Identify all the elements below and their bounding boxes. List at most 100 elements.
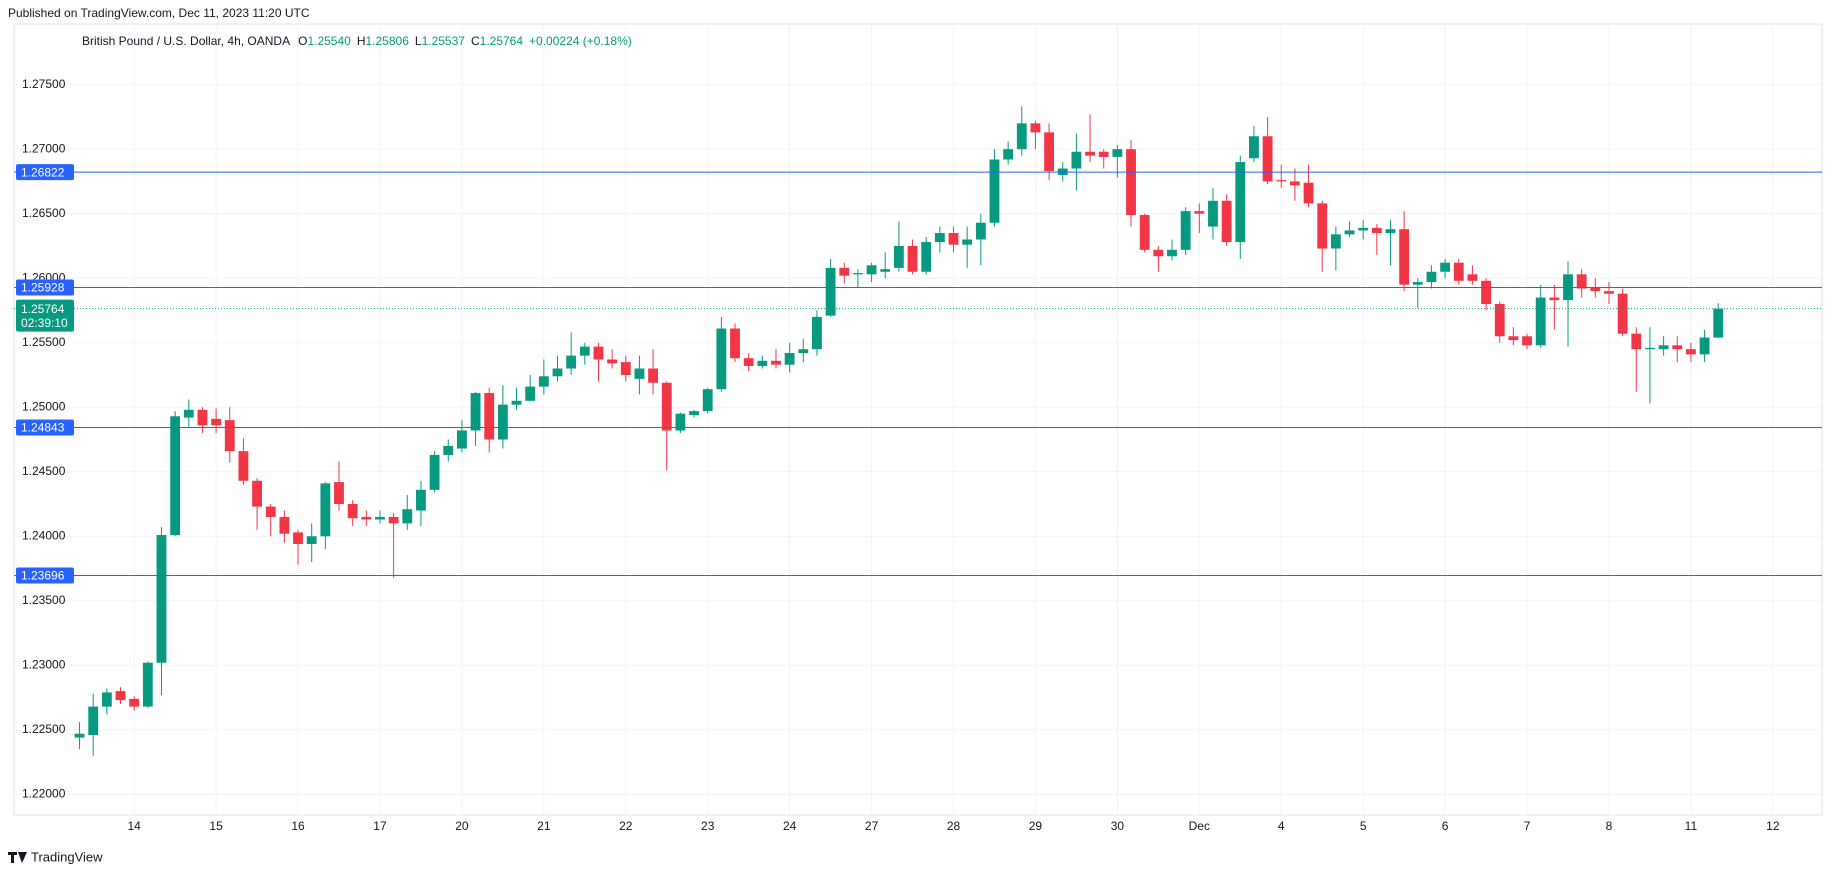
legend-value: 1.25806 (366, 34, 410, 48)
candle-body (375, 516, 385, 520)
candle-body (852, 273, 863, 275)
candle-body (1385, 229, 1396, 234)
candle-body (429, 454, 440, 490)
candle-body (1494, 304, 1505, 337)
x-tick-label: 5 (1360, 819, 1367, 833)
candle-body (1208, 200, 1218, 227)
candle-body (839, 267, 850, 276)
candle-body (347, 504, 358, 519)
candle-body (388, 516, 399, 524)
candle-body (1167, 249, 1177, 257)
candle-body (743, 358, 754, 366)
candle-body (689, 411, 699, 415)
published: Published on TradingView.com, Dec 11, 20… (8, 6, 310, 20)
candle-body (129, 698, 140, 707)
candle-body (1399, 229, 1410, 285)
candle-body (197, 409, 208, 426)
candle-body (1249, 136, 1259, 159)
candle-body (975, 222, 986, 240)
candle-body (1085, 151, 1095, 156)
candle-body (538, 376, 549, 387)
candle-body (101, 692, 112, 707)
candle-body (1262, 136, 1273, 182)
y-tick-label: 1.22000 (22, 787, 66, 801)
candle-body (306, 536, 317, 545)
legend-key: C (471, 34, 480, 48)
x-tick-label: 16 (291, 819, 305, 833)
candle-body (880, 269, 891, 272)
candle-body (279, 516, 290, 534)
x-tick-label: 4 (1278, 819, 1285, 833)
candle-body (771, 360, 781, 365)
candle-body (1330, 234, 1341, 249)
candle-body (1358, 227, 1369, 231)
candle-body (334, 482, 344, 505)
candle-body (170, 416, 181, 535)
candle-body (1221, 200, 1232, 243)
last-price-label: 1.25764 (21, 302, 65, 316)
candle-body (784, 353, 795, 365)
x-tick-label: 6 (1442, 819, 1449, 833)
y-tick-label: 1.25500 (22, 335, 66, 349)
candle-body (1371, 227, 1382, 234)
candle-body (757, 360, 768, 366)
x-tick-label: 15 (209, 819, 223, 833)
x-tick-label: 27 (865, 819, 879, 833)
candle-body (812, 316, 822, 350)
level-label: 1.24843 (21, 421, 65, 435)
candle-body (1344, 230, 1355, 235)
candle-body (1685, 349, 1696, 355)
y-tick-label: 1.27500 (22, 77, 66, 91)
candle-body (1440, 262, 1451, 272)
candle-body (893, 245, 904, 268)
x-tick-label: 11 (1685, 819, 1698, 833)
y-tick-label: 1.23500 (22, 593, 66, 607)
candle-body (702, 389, 713, 412)
candle-body (1044, 132, 1055, 172)
candle-body (1713, 308, 1724, 338)
level-label-box (16, 567, 74, 584)
candle-body (552, 368, 563, 377)
x-tick-label: 30 (1111, 819, 1125, 833)
x-tick-label: 23 (701, 819, 715, 833)
candle-body (1453, 262, 1464, 281)
x-tick-label: 17 (373, 819, 387, 833)
candle-body (1098, 151, 1109, 157)
legend-value: 1.25537 (422, 34, 466, 48)
x-tick-label: 12 (1766, 819, 1780, 833)
candle-body (1003, 149, 1014, 160)
candle-body (1276, 180, 1287, 182)
candle-body (866, 265, 877, 275)
y-tick-label: 1.23000 (22, 657, 66, 671)
candle-body (156, 534, 167, 663)
candle-body (579, 346, 590, 356)
level-label-box (16, 164, 74, 181)
candle-body (1467, 274, 1478, 281)
candle-body (620, 362, 631, 375)
candle-body (443, 445, 454, 455)
candle-body (238, 451, 249, 481)
candle-body (675, 413, 686, 431)
candle-body (497, 404, 508, 440)
x-tick-label: 24 (783, 819, 797, 833)
candle-body (265, 506, 276, 517)
candle-body (361, 516, 372, 520)
candle-body (183, 409, 194, 418)
candle-body (456, 430, 467, 449)
candle-body (74, 733, 85, 738)
candle-body (921, 242, 932, 272)
candle-body (293, 532, 303, 545)
x-tick-label: 29 (1029, 819, 1043, 833)
candle-body (989, 159, 1000, 223)
legend-change: +0.00224 (+0.18%) (529, 34, 632, 48)
candle-body (1590, 287, 1601, 292)
brand: TradingView (31, 849, 103, 864)
candle-body (1522, 336, 1532, 346)
candle-body (402, 509, 413, 524)
x-tick-label: 8 (1606, 819, 1613, 833)
candle-body (634, 368, 645, 379)
x-tick-label: 20 (455, 819, 469, 833)
y-tick-label: 1.24500 (22, 464, 66, 478)
candle-body (1481, 280, 1491, 305)
